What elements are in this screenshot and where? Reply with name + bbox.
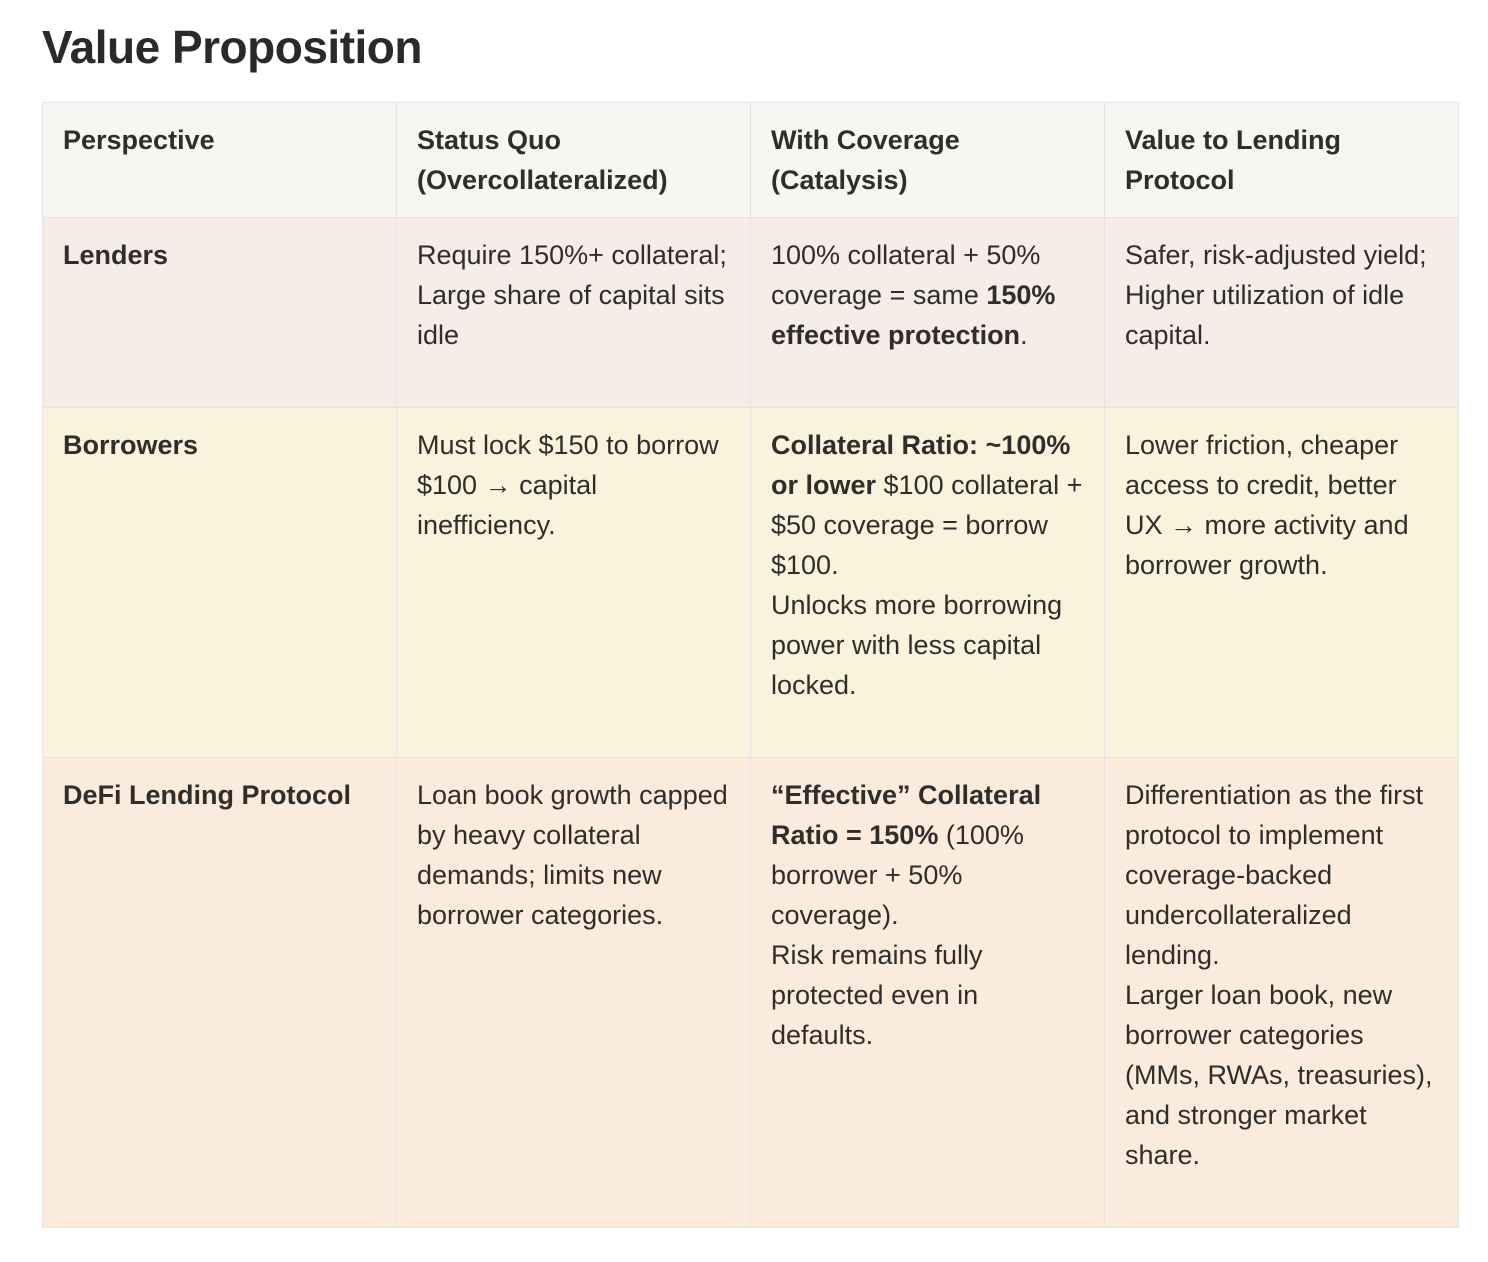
column-header-with-coverage[interactable]: With Coverage (Catalysis) [750,102,1105,218]
table-row-borrowers: Borrowers Must lock $150 to borrow $100 … [42,407,1459,758]
cell-line: Loan book growth capped by heavy collate… [417,780,728,930]
column-header-status-quo[interactable]: Status Quo (Overcollateralized) [396,102,751,218]
page-title: Value Proposition [42,21,423,73]
cell-line: Large share of capital sits idle [417,280,725,350]
cell-borrowers-with-coverage[interactable]: Collateral Ratio: ~100% or lower $100 co… [750,407,1105,758]
cell-text: 100% collateral + 50% coverage = same [771,240,1041,310]
column-header-perspective[interactable]: Perspective [42,102,397,218]
cell-borrowers-value[interactable]: Lower friction, cheaper access to credit… [1104,407,1459,758]
cell-lenders-status-quo[interactable]: Require 150%+ collateral; Large share of… [396,217,751,408]
cell-borrowers-status-quo[interactable]: Must lock $150 to borrow $100 → capital … [396,407,751,758]
cell-bold-text: “Effective” Collateral Ratio = 150% [771,780,1042,850]
cell-bold-text: 150% effective protection [771,280,1056,350]
page-content: Value Proposition Perspective Status Quo… [42,0,1459,1228]
row-header-borrowers[interactable]: Borrowers [42,407,397,758]
cell-lenders-value[interactable]: Safer, risk-adjusted yield; Higher utili… [1104,217,1459,408]
cell-protocol-with-coverage[interactable]: “Effective” Collateral Ratio = 150% (100… [750,757,1105,1228]
cell-line: Risk remains fully protected even in def… [771,940,983,1050]
row-header-lenders[interactable]: Lenders [42,217,397,408]
cell-bold-text: Collateral Ratio: ~100% or lower [771,430,1071,500]
value-proposition-table: Perspective Status Quo (Overcollateraliz… [42,102,1459,1228]
cell-line: Unlocks more borrowing power with less c… [771,590,1063,700]
cell-line: Differentiation as the first protocol to… [1125,780,1424,970]
row-header-defi-lending-protocol[interactable]: DeFi Lending Protocol [42,757,397,1228]
cell-protocol-status-quo[interactable]: Loan book growth capped by heavy collate… [396,757,751,1228]
cell-line: Safer, risk-adjusted yield; [1125,240,1427,270]
column-header-value[interactable]: Value to Lending Protocol [1104,102,1459,218]
cell-line: Larger loan book, new borrower categorie… [1125,980,1433,1170]
cell-text: (100% borrower + 50% coverage). [771,820,1024,930]
cell-line: Lower friction, cheaper access to credit… [1125,430,1409,580]
table-row-defi-lending-protocol: DeFi Lending Protocol Loan book growth c… [42,757,1459,1228]
cell-protocol-value[interactable]: Differentiation as the first protocol to… [1104,757,1459,1228]
cell-text: $100 collateral + $50 coverage = borrow … [771,470,1083,580]
cell-line: Require 150%+ collateral; [417,240,727,270]
table-row-lenders: Lenders Require 150%+ collateral; Large … [42,217,1459,408]
table-header-row: Perspective Status Quo (Overcollateraliz… [42,102,1459,218]
cell-line: Must lock $150 to borrow $100 → capital … [417,430,719,540]
cell-line: Higher utilization of idle capital. [1125,280,1405,350]
cell-lenders-with-coverage[interactable]: 100% collateral + 50% coverage = same 15… [750,217,1105,408]
cell-text: . [1020,320,1028,350]
